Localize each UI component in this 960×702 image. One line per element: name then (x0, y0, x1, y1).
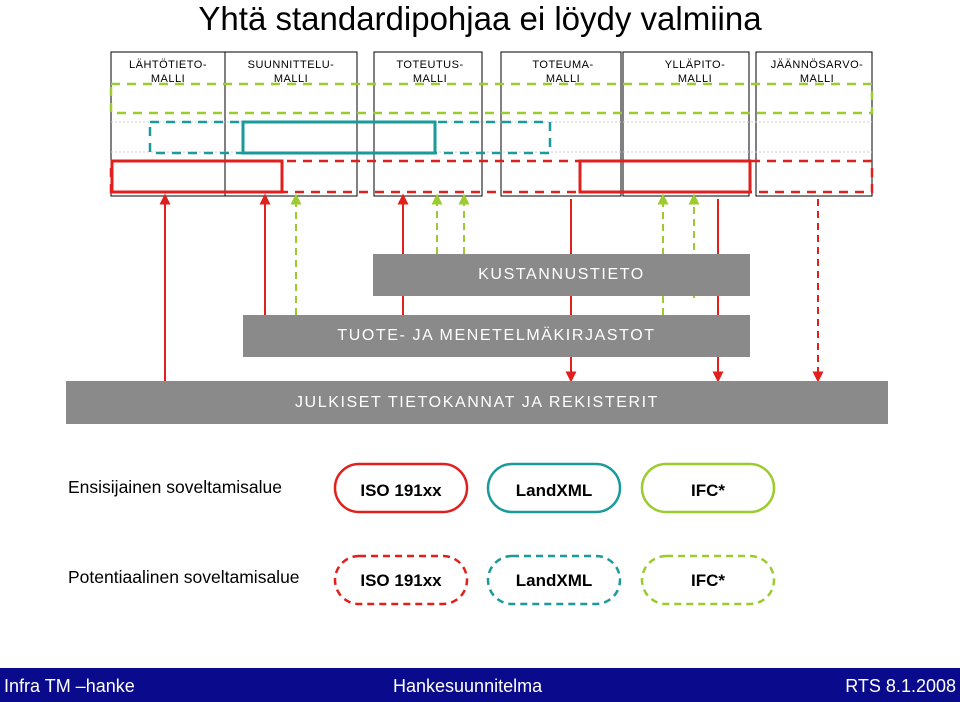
pill-landxml-primary (486, 462, 622, 514)
footer-left: Infra TM –hanke (4, 676, 135, 696)
column-heading-jaannosarvo: JÄÄNNÖSARVO- MALLI (770, 59, 864, 85)
pill-iso-potential (333, 554, 469, 606)
column-box-toteutus (373, 51, 483, 197)
column-heading-lahtotieto: LÄHTÖTIETO- MALLI (128, 59, 208, 85)
page-title: Yhtä standardipohjaa ei löydy valmiina (198, 0, 762, 37)
column-heading-yllapito: YLLÄPITO- MALLI (664, 59, 726, 85)
column-heading-suunnittelu: SUUNNITTELU- MALLI (247, 59, 335, 85)
legend-primary-label: Ensisijainen soveltamisalue (68, 477, 282, 497)
pill-landxml-potential (486, 554, 622, 606)
pill-iso-primary (333, 462, 469, 514)
column-heading-toteutus: TOTEUTUS- MALLI (396, 59, 464, 85)
footer-bar: Infra TM –hanke Hankesuunnitelma RTS 8.1… (0, 668, 960, 702)
ifc-potential-span (109, 82, 874, 115)
pill-ifc-primary-label: IFC* (691, 481, 725, 500)
pill-landxml-primary-label: LandXML (516, 481, 593, 500)
bar-tuote-menetelmakirjastot: TUOTE- JA MENETELMÄKIRJASTOT (243, 315, 750, 357)
column-box-jaannosarvo (755, 51, 873, 197)
landxml-potential-span (148, 120, 552, 155)
legend-potential-pills: ISO 191xx LandXML IFC* (333, 554, 776, 606)
bar-julkiset-tietokannat: JULKISET TIETOKANNAT JA REKISTERIT (66, 381, 888, 424)
column-heading-toteuma: TOTEUMA- MALLI (532, 59, 594, 85)
footer-center: Hankesuunnitelma (393, 676, 543, 696)
footer-right: RTS 8.1.2008 (845, 676, 956, 696)
pill-iso-potential-label: ISO 191xx (360, 571, 442, 590)
bar-kustannustieto: KUSTANNUSTIETO (373, 254, 750, 296)
pill-iso-primary-label: ISO 191xx (360, 481, 442, 500)
pill-ifc-primary (640, 462, 776, 514)
column-box-yllapito (622, 51, 750, 197)
pill-ifc-potential (640, 554, 776, 606)
iso-primary-span-1 (110, 159, 284, 194)
legend-primary-pills: ISO 191xx LandXML IFC* (333, 462, 776, 514)
landxml-primary-span (241, 120, 437, 155)
column-boxes (110, 51, 873, 197)
column-box-toteuma (500, 51, 622, 197)
legend-potential-label: Potentiaalinen soveltamisalue (68, 567, 300, 587)
iso-primary-span-2 (578, 159, 752, 194)
pill-ifc-potential-label: IFC* (691, 571, 725, 590)
pill-landxml-potential-label: LandXML (516, 571, 593, 590)
